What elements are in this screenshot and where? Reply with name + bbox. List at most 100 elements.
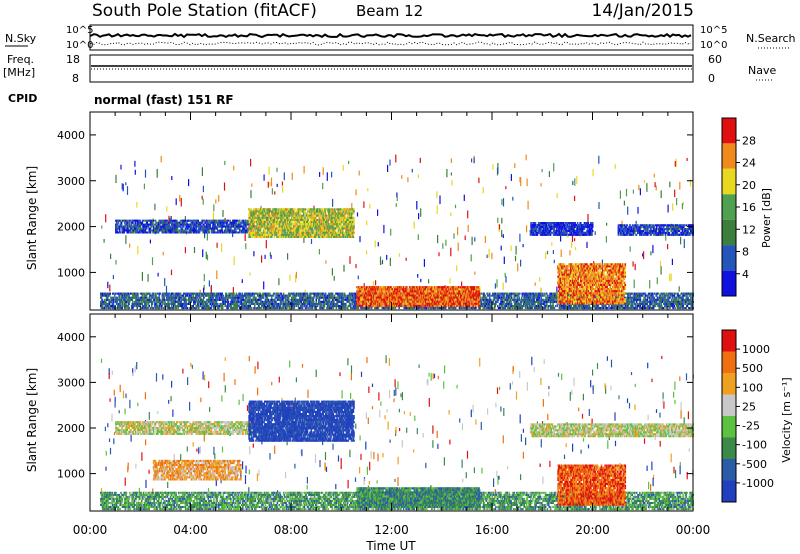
range-cell [535,293,537,295]
range-cell [128,303,130,305]
range-cell [557,305,559,307]
range-cell [174,303,176,305]
range-cell [272,301,274,303]
range-cell [517,263,518,271]
range-cell [600,307,602,309]
range-cell [435,307,437,309]
range-cell [246,303,248,305]
range-cell [471,254,472,261]
range-cell [135,224,137,226]
range-cell [152,222,154,224]
range-cell [554,307,556,309]
range-cell [323,293,325,295]
range-cell [104,239,105,243]
range-cell [294,305,296,307]
range-cell [542,293,544,295]
range-cell [522,307,524,309]
range-cell [680,237,681,245]
range-cell [576,176,577,184]
range-cell [545,252,546,259]
range-cell [159,299,161,301]
range-cell [530,295,532,297]
range-cell [153,293,155,295]
range-cell [631,303,633,305]
range-cell [127,222,129,224]
range-cell [116,297,118,299]
range-cell [222,210,223,217]
range-cell [217,297,219,299]
range-cell [503,295,505,297]
range-cell [349,256,350,264]
range-cell [424,259,425,267]
range-cell [122,183,123,189]
range-cell [130,230,132,232]
range-cell [505,186,506,189]
range-cell [145,230,147,232]
range-cell [155,224,157,226]
range-cell [117,224,119,226]
range-cell [389,160,390,166]
range-cell [333,307,335,309]
range-cell [194,303,196,305]
range-cell [260,299,262,301]
range-cell [263,281,264,289]
range-cell [414,307,416,309]
range-cell [488,303,490,305]
range-cell [575,247,576,250]
range-cell [544,295,546,297]
range-cell [684,295,686,297]
range-cell [324,301,326,303]
range-cell [227,299,229,301]
range-cell [669,274,670,282]
range-cell [281,303,283,305]
range-cell [121,307,123,309]
range-cell [263,295,265,297]
range-cell [116,230,118,232]
range-cell [341,295,343,297]
range-cell [164,222,166,224]
range-cell [499,224,500,229]
range-cell [129,301,131,303]
range-cell [510,299,512,301]
range-cell [142,222,144,224]
range-cell [148,274,149,282]
range-cell [212,299,214,301]
range-cell [123,232,125,234]
noise-panel: N.Sky 10^5 10^0 10^5 10^0 N.Search [5,25,796,51]
range-cell [507,293,509,295]
range-cell [593,169,594,177]
range-cell [569,250,570,255]
range-cell [554,299,556,301]
range-cell [439,196,440,205]
range-cell [453,233,454,239]
range-cell [124,228,126,230]
range-cell [652,245,653,253]
range-cell [278,278,279,285]
range-cell [532,305,534,307]
range-cell [317,295,319,297]
range-cell [120,232,122,234]
range-cell [561,250,562,258]
range-cell [676,198,677,205]
range-cell [202,295,204,297]
range-cell [159,295,161,297]
range-cell [271,297,273,299]
range-cell [656,295,658,297]
range-cell [139,301,141,303]
range-cell [121,222,123,224]
range-cell [503,234,504,238]
range-cell [506,305,508,307]
range-cell [252,301,254,303]
range-cell [101,297,103,299]
range-cell [417,274,418,278]
range-cell [501,230,502,237]
range-cell [155,293,157,295]
range-cell [660,261,661,267]
range-cell [500,295,502,297]
range-cell [176,220,178,222]
range-cell [281,301,283,303]
range-cell [455,205,456,209]
range-cell [158,232,160,234]
range-cell [159,305,161,307]
range-cell [154,204,155,211]
